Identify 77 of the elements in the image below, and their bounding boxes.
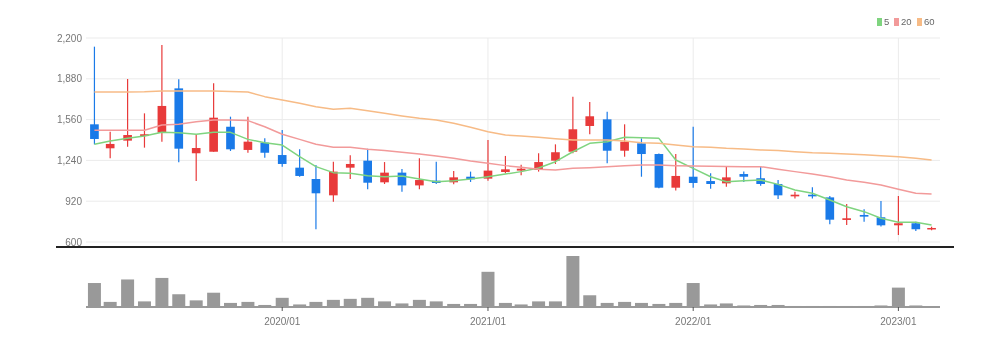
candlestick [277, 129, 287, 168]
y-tick-label: 1,560 [56, 114, 83, 126]
bar [704, 304, 718, 307]
bar [207, 292, 221, 307]
candlestick [329, 161, 338, 203]
bar [189, 300, 203, 307]
bar [412, 299, 426, 307]
candlestick [842, 203, 851, 226]
bar [548, 301, 562, 307]
bar [618, 301, 632, 307]
candlestick [585, 101, 595, 135]
bar [481, 271, 495, 307]
candlestick [363, 148, 372, 190]
bar [669, 302, 683, 307]
bar [566, 256, 580, 307]
bar [309, 301, 323, 307]
bar [754, 304, 768, 307]
x-tick-label: 2021/01 [469, 316, 507, 327]
bar [652, 303, 666, 307]
candlestick [311, 164, 321, 230]
bar [326, 299, 340, 307]
candlestick [688, 126, 698, 189]
bar [634, 302, 648, 307]
legend-label: 20 [901, 16, 912, 28]
bar [361, 297, 375, 307]
line-series [93, 90, 933, 161]
bar [241, 301, 255, 307]
bar [583, 295, 597, 307]
bar [686, 283, 700, 307]
bar [532, 301, 546, 307]
bar [121, 279, 135, 307]
y-tick-label: 1,240 [56, 154, 83, 166]
bar [137, 301, 151, 307]
candlestick [894, 195, 903, 236]
y-tick-label: 2,200 [56, 32, 83, 44]
bar [600, 302, 614, 307]
bar [103, 301, 117, 307]
y-tick-label: 920 [65, 195, 83, 207]
candlestick [226, 116, 235, 152]
bar [87, 283, 101, 307]
candlestick [90, 46, 99, 145]
candlestick [825, 195, 835, 225]
bar [293, 304, 307, 307]
candlestick [637, 137, 646, 178]
bar [343, 298, 357, 307]
candlestick [105, 131, 115, 159]
bar [155, 277, 169, 307]
bar [498, 302, 512, 307]
candlestick [260, 137, 270, 159]
candlestick [295, 148, 304, 178]
bar [464, 303, 478, 307]
candlestick [415, 157, 424, 190]
bar [719, 303, 733, 307]
candlestick [671, 153, 681, 192]
x-tick-label: 2022/01 [675, 316, 712, 327]
legend-label: 60 [924, 16, 935, 28]
bar [771, 304, 785, 307]
x-tick-label: 2023/01 [880, 316, 917, 327]
bar [224, 302, 237, 307]
bar [429, 301, 443, 307]
bar [447, 303, 461, 307]
y-tick-label: 1,880 [56, 73, 83, 85]
bar [172, 294, 186, 307]
bar [258, 304, 272, 307]
bar [275, 297, 289, 307]
candlestick [191, 133, 201, 182]
bar [514, 304, 528, 307]
y-tick-label: 600 [65, 236, 83, 248]
bar [891, 287, 905, 307]
candlestick [620, 123, 629, 158]
candlestick [859, 208, 869, 223]
candlestick [345, 154, 355, 180]
bar [395, 303, 409, 307]
bar [378, 301, 392, 307]
legend-label: 5 [884, 16, 890, 28]
x-tick-label: 2020/01 [264, 316, 301, 327]
candlestick [551, 143, 560, 165]
